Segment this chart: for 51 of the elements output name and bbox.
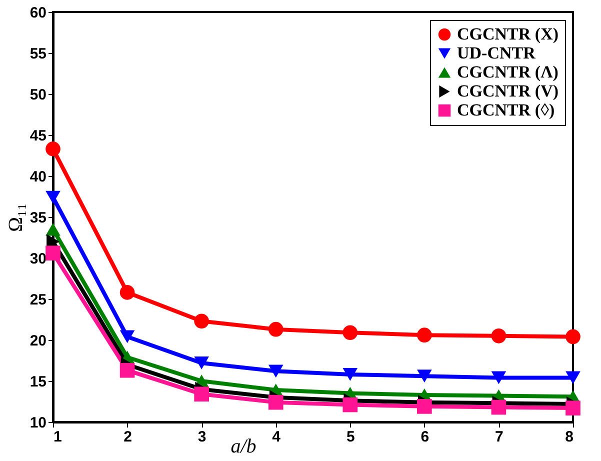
point [194,314,209,329]
point [46,142,60,156]
point [194,386,209,402]
point [46,190,60,204]
y-tick-label: 10 [30,414,46,432]
y-tick-label: 25 [30,292,46,308]
point [566,400,580,416]
point [342,397,358,412]
point [566,329,580,344]
point [566,371,580,384]
point [120,362,135,378]
point [268,322,284,337]
point [120,285,135,300]
legend-label: CGCNTR (X) [457,24,559,44]
x-tick-label: 3 [198,428,206,446]
point [417,370,432,383]
point [417,328,432,342]
y-tick-label: 55 [30,46,46,62]
y-tick-label: 20 [30,332,46,350]
point [46,246,60,260]
point [120,330,135,344]
y-tick-label: 45 [30,128,46,144]
point [194,356,209,370]
legend-label: CGCNTR (Λ) [457,62,558,82]
x-tick-label: 6 [420,428,430,446]
y-tick-label: 40 [30,168,46,186]
x-tick-label: 2 [124,428,132,446]
point [342,368,358,381]
legend-label: CGCNTR (◊) [457,100,555,120]
legend-label: CGCNTR (V) [457,82,559,100]
x-tick-label: 1 [54,428,62,446]
y-tick-label: 50 [30,86,46,104]
point [342,325,358,340]
point [417,399,432,414]
point [46,222,60,236]
legend-label: UD-CNTR [457,44,536,62]
y-axis-title: Ω₁₁ [4,203,27,232]
x-tick-label: 7 [495,428,504,446]
y-tick-label: 15 [30,374,46,390]
x-axis-title: a/b [230,436,256,458]
y-tick-label: 35 [30,210,46,226]
point [491,328,506,344]
y-tick-label: 60 [30,4,46,22]
x-tick-label: 4 [272,428,282,446]
point [491,400,506,415]
y-tick-label: 30 [30,250,46,268]
point [268,394,284,410]
x-tick-label: 8 [565,428,574,446]
x-tick-label: 5 [346,428,355,446]
point [491,371,506,384]
point [268,364,284,378]
